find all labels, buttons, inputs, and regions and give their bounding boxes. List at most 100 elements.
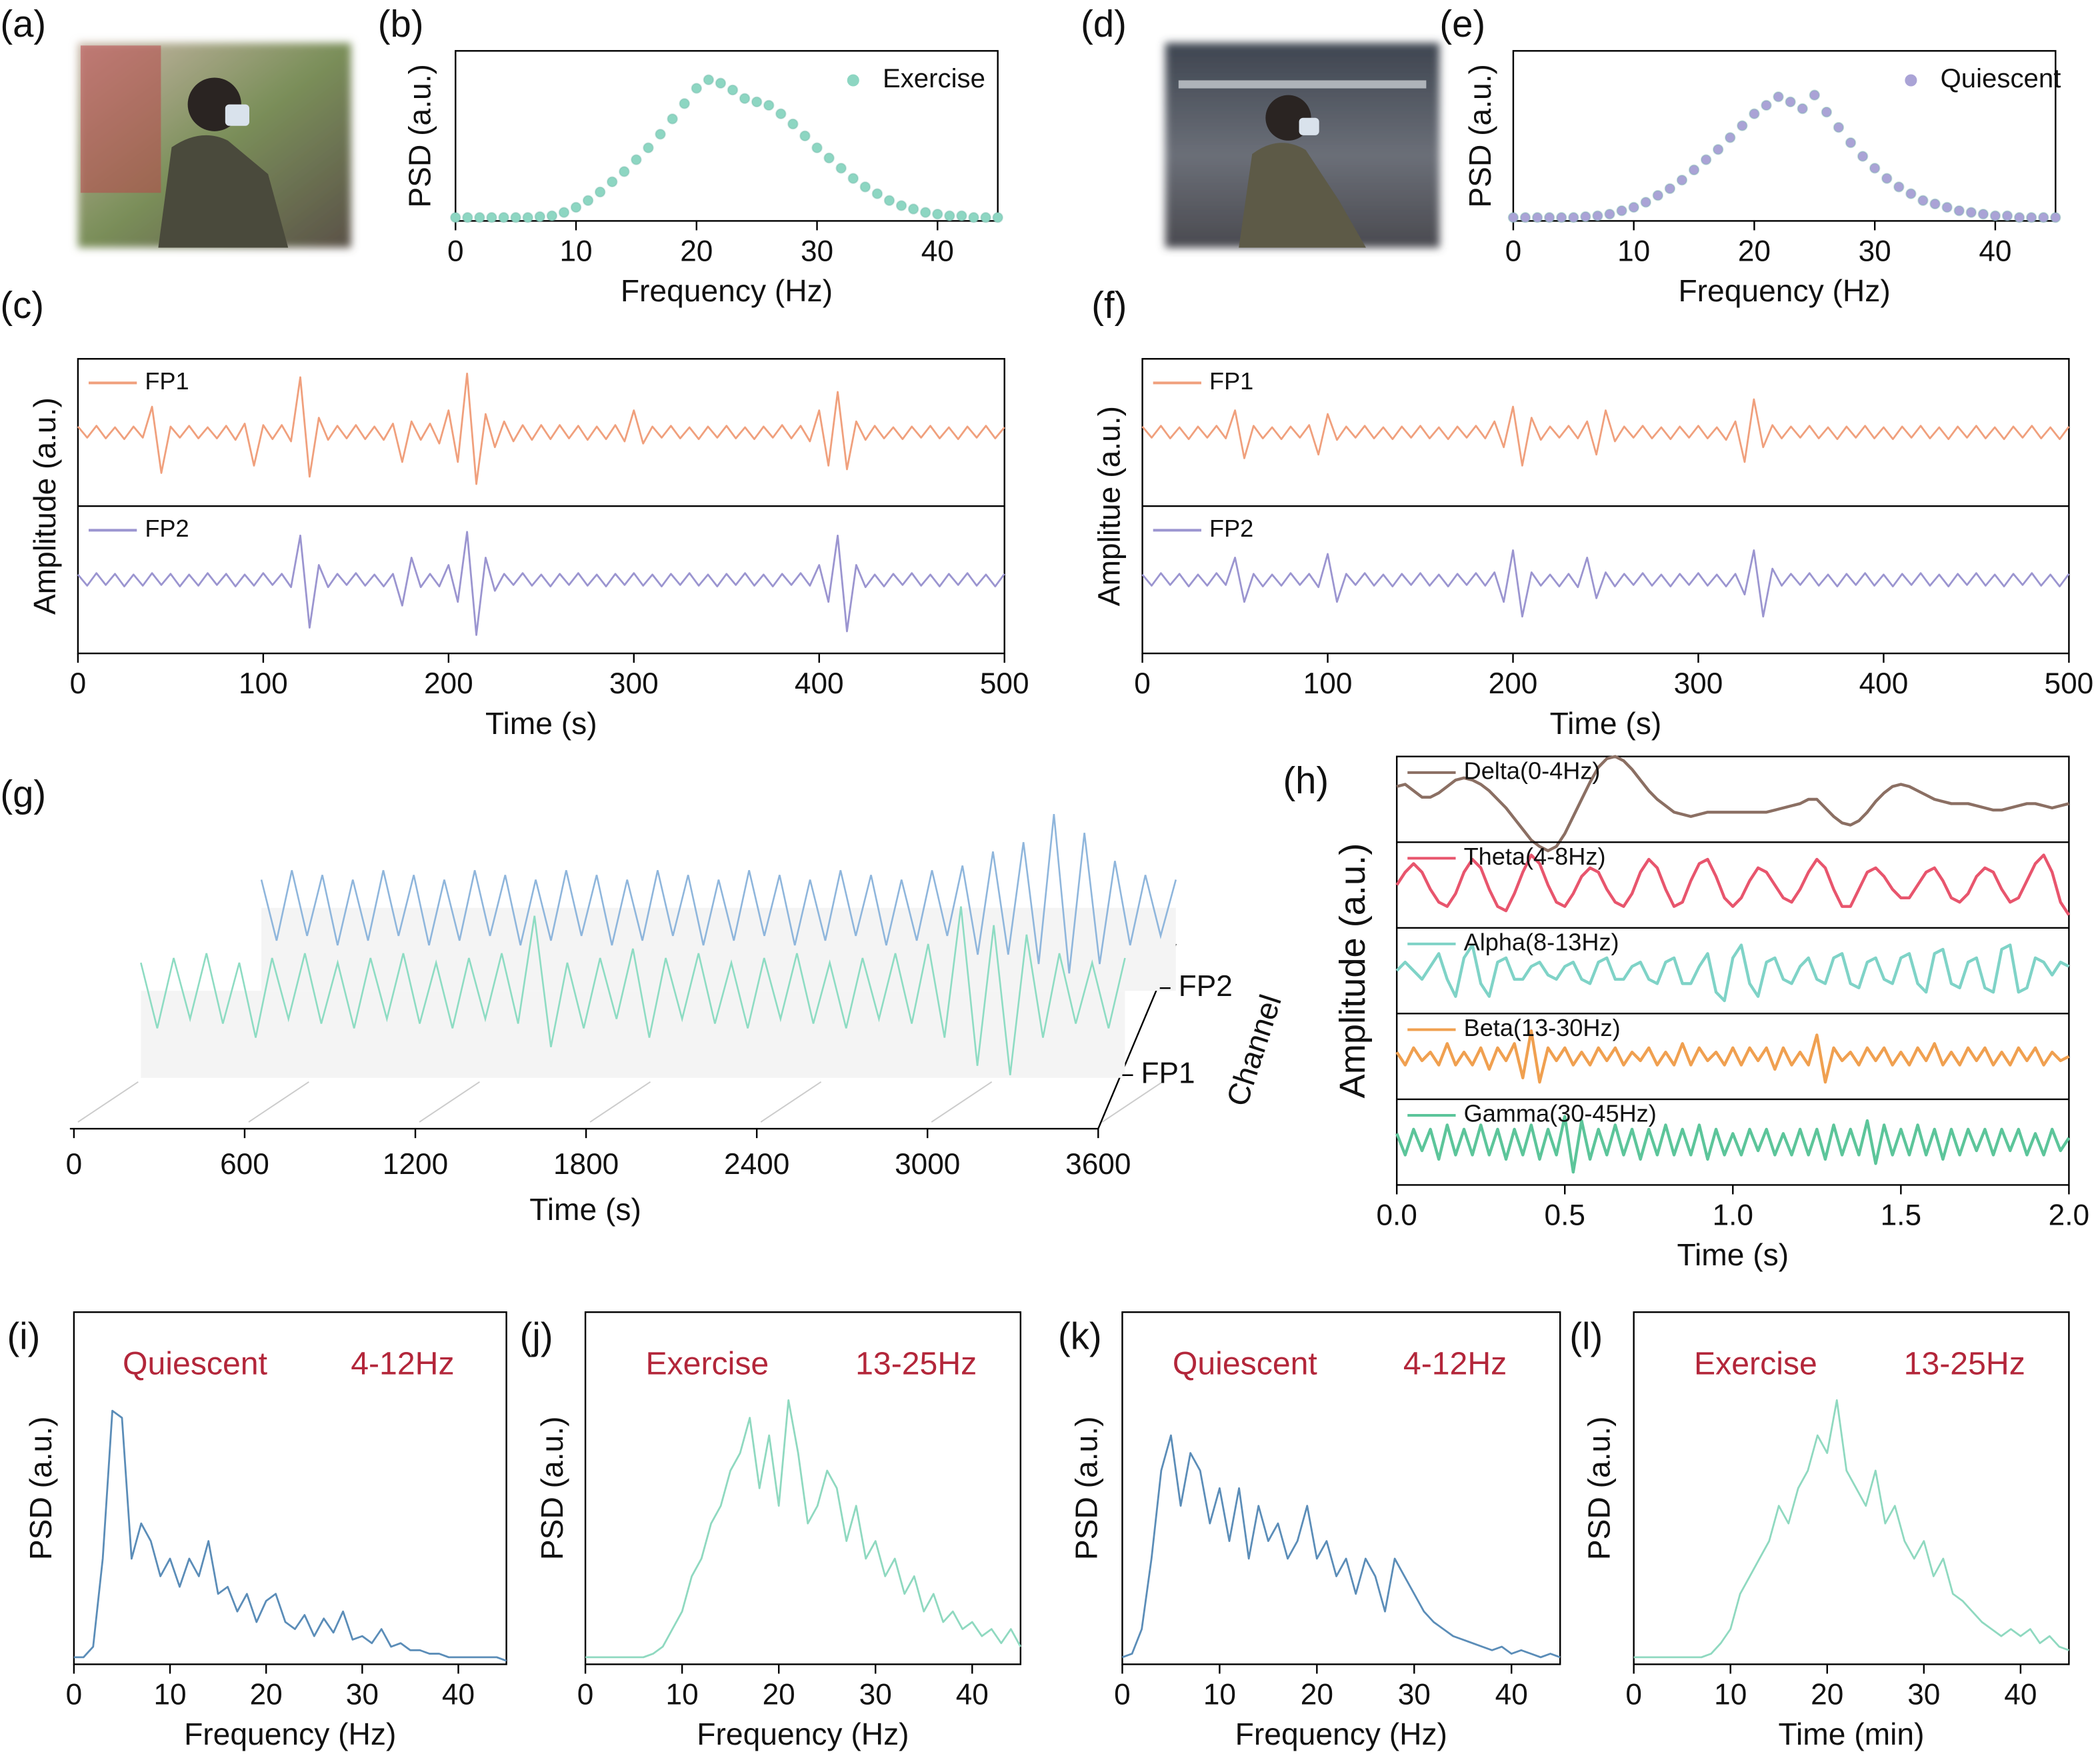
data-point [1507,212,1519,223]
data-point [1628,201,1639,213]
x-tick-label: 500 [980,667,1029,700]
data-point [1531,212,1543,223]
x-axis-label: Time (s) [529,1192,641,1227]
x-tick-label: 20 [763,1678,795,1711]
data-point [2001,210,2013,221]
annotation: Exercise [1694,1345,1817,1381]
x-tick-label: 3600 [1065,1148,1131,1181]
data-point [1977,208,1989,220]
plot-frame [1633,1311,2070,1665]
x-tick-label: 400 [1859,667,1909,700]
data-point [1989,210,2001,221]
annotation: Exercise [645,1345,769,1381]
x-axis-label: Time (s) [1677,1237,1789,1272]
x-axis-label: Time (s) [1550,706,1662,741]
y-axis-label: Amplitude (a.u.) [1333,843,1373,1099]
grid-line [248,1081,309,1123]
panel-label: (a) [0,3,46,45]
x-tick-label: 200 [424,667,473,700]
data-point [907,203,919,215]
data-point [450,212,461,223]
data-point [980,212,991,223]
x-tick-label: 40 [921,235,954,267]
data-point [895,200,907,211]
data-point [1652,189,1664,201]
x-axis-label: Frequency (Hz) [1678,273,1890,308]
data-point [1881,173,1893,184]
data-point [607,176,618,187]
x-tick-label: 2400 [724,1148,789,1181]
data-point [1821,106,1833,118]
data-point [2013,212,2025,223]
data-point [570,201,582,213]
x-tick-label: 10 [153,1678,186,1711]
x-axis-label: Frequency (Hz) [1235,1717,1447,1751]
panel-label: (d) [1081,3,1127,45]
plot-frame [455,50,999,222]
x-tick-label: 0 [1114,1678,1131,1711]
x-tick-label: 0 [66,1678,83,1711]
line-series [1395,943,2070,1003]
panel-label: (g) [0,773,46,815]
channel-plane [141,991,1125,1078]
data-point [1905,188,1917,199]
x-tick-label: 30 [346,1678,379,1711]
x-tick-label: 400 [795,667,844,700]
data-point [1676,174,1688,186]
data-point [847,173,859,184]
plot-frame [1512,50,2057,222]
annotation: Quiescent [123,1345,268,1381]
grid-line [589,1081,651,1123]
data-point [1725,132,1736,143]
legend-label: Delta(0-4Hz) [1464,757,1601,784]
data-point [1688,164,1700,176]
line-series [77,372,1005,485]
y-axis-label: PSD (a.u.) [402,64,437,208]
data-point [1604,208,1615,220]
data-point [1965,207,1977,218]
photo-exercise [77,43,351,248]
data-point [2050,212,2061,223]
data-point [1929,198,1941,210]
data-point [619,166,630,177]
x-tick-label: 40 [2004,1678,2037,1711]
data-point [992,212,1003,223]
x-tick-label: 40 [956,1678,989,1711]
depth-tick-label: FP2 [1179,970,1233,1003]
data-point [691,83,703,94]
data-point [787,118,799,130]
line-series [585,1399,1022,1659]
data-point [823,152,835,164]
legend-label: FP2 [145,515,189,542]
line-series [1396,755,2069,853]
data-point [1616,205,1627,217]
data-point [1749,108,1760,119]
x-axis-label: Time (min) [1779,1717,1925,1751]
data-point [1797,103,1808,115]
panel-label: (f) [1091,284,1127,326]
data-point [751,96,763,108]
x-tick-label: 300 [1674,667,1723,700]
x-tick-label: 10 [1617,235,1650,267]
line-series [1121,1434,1561,1659]
x-tick-label: 1.0 [1713,1199,1753,1231]
panel-label: (k) [1058,1315,1102,1357]
plot-frame [1121,1311,1561,1665]
legend-marker [847,74,859,87]
x-tick-label: 0 [1625,1678,1642,1711]
data-point [932,208,943,220]
x-tick-label: 2.0 [2049,1199,2089,1231]
x-tick-label: 20 [1811,1678,1843,1711]
annotation: 13-25Hz [855,1345,977,1381]
data-point [763,99,775,111]
data-point [582,195,594,207]
channel-plane [261,907,1176,991]
x-tick-label: 40 [442,1678,475,1711]
data-point [883,195,895,207]
line-series [140,906,1126,1075]
legend-label: Theta(4-8Hz) [1464,843,1606,870]
line-series [1141,549,2070,618]
x-tick-label: 10 [559,235,592,267]
x-tick-label: 0 [577,1678,594,1711]
